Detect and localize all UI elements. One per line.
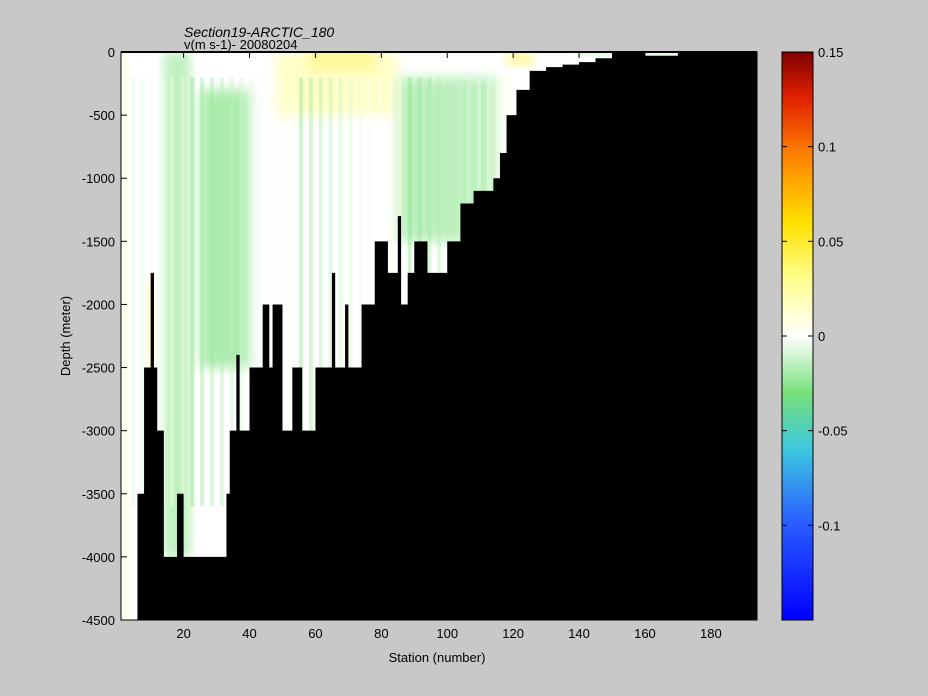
- y-tick-label: -1000: [82, 171, 115, 186]
- station-stripe: [130, 77, 135, 507]
- station-stripe: [170, 77, 175, 507]
- colorbar: 0.15 0.1 0.05 0 -0.05 -0.1: [781, 45, 848, 621]
- station-stripe: [209, 77, 214, 507]
- station-stripe: [200, 77, 205, 507]
- colorbar-ticks: 0.15 0.1 0.05 0 -0.05 -0.1: [782, 45, 848, 533]
- x-tick-label: 40: [242, 626, 256, 641]
- velocity-patch: [163, 52, 191, 557]
- station-stripe: [239, 77, 244, 507]
- station-stripe: [249, 77, 254, 507]
- x-tick-label: 160: [634, 626, 656, 641]
- station-stripe: [219, 77, 224, 507]
- colorbar-tick-label: -0.05: [818, 424, 848, 439]
- station-stripe: [190, 77, 195, 507]
- station-stripe: [229, 77, 234, 507]
- velocity-patch: [200, 89, 250, 368]
- station-stripe: [328, 77, 333, 507]
- station-stripe: [298, 77, 303, 507]
- station-stripe: [318, 77, 323, 507]
- station-stripe: [348, 77, 353, 507]
- y-tick-label: -1500: [82, 234, 115, 249]
- y-tick-label: -3500: [82, 487, 115, 502]
- x-tick-label: 80: [374, 626, 388, 641]
- x-tick-label: 140: [568, 626, 590, 641]
- station-stripe: [180, 77, 185, 507]
- velocity-patch: [506, 52, 533, 65]
- station-stripe: [289, 77, 294, 507]
- colorbar-tick-label: 0.05: [818, 234, 843, 249]
- y-tick-label: -4500: [82, 613, 115, 628]
- x-tick-label: 100: [436, 626, 458, 641]
- station-stripe: [279, 77, 284, 507]
- colorbar-tick-label: -0.1: [818, 518, 840, 533]
- station-stripe: [160, 77, 165, 507]
- chart-subtitle: v(m s-1)- 20080204: [184, 37, 297, 52]
- velocity-patch: [275, 52, 398, 116]
- station-stripe: [269, 77, 274, 507]
- x-axis-label: Station (number): [389, 650, 486, 665]
- colorbar-tick-label: 0.15: [818, 45, 843, 60]
- plot-frame: [120, 51, 758, 621]
- y-tick-label: -3000: [82, 424, 115, 439]
- station-stripe: [358, 77, 363, 507]
- plot-area: [120, 51, 758, 621]
- bathymetry: [137, 52, 757, 620]
- station-stripe: [259, 77, 264, 507]
- x-tick-label: 120: [502, 626, 524, 641]
- x-tick-label: 180: [700, 626, 722, 641]
- station-stripe: [140, 77, 145, 507]
- x-tick-label: 20: [176, 626, 190, 641]
- colorbar-tick-label: 0.1: [818, 140, 836, 155]
- station-stripe: [308, 77, 313, 507]
- station-stripe: [368, 77, 373, 507]
- velocity-patch: [121, 52, 128, 620]
- y-tick-label: -2000: [82, 297, 115, 312]
- y-tick-label: -2500: [82, 361, 115, 376]
- x-axis: 20 40 60 80 100 120 140 160 180: [176, 52, 722, 641]
- y-tick-label: -4000: [82, 550, 115, 565]
- x-tick-label: 60: [308, 626, 322, 641]
- velocity-field: [121, 52, 678, 620]
- chart-title: Section19-ARCTIC_180: [184, 24, 334, 40]
- y-tick-label: -500: [89, 108, 115, 123]
- y-tick-label: 0: [108, 45, 115, 60]
- y-axis-label: Depth (meter): [58, 296, 73, 376]
- colorbar-tick-label: 0: [818, 329, 825, 344]
- y-axis: 0 -500 -1000 -1500 -2000 -2500 -3000 -3500 -4000…: [82, 45, 757, 628]
- station-stripe: [338, 77, 343, 507]
